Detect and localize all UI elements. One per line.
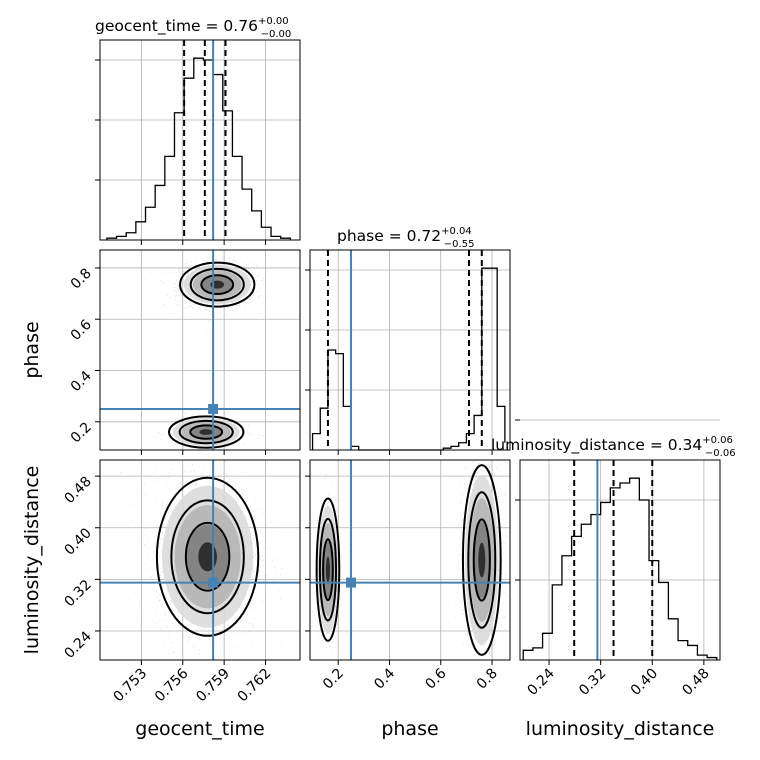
x-tick-label: 0.40 [628,666,661,699]
y-tick-label: 0.32 [61,577,94,610]
truth-marker [208,577,219,588]
contour-line [184,521,231,592]
x-tick-label: 0.6 [423,665,450,692]
truth-marker [346,577,357,588]
contour-line [168,415,245,449]
panel-phase-vs-luminosity-distance [309,459,511,661]
contour-line [179,261,256,308]
panel-content-phase-vs-luminosity-distance [310,460,510,660]
density-level [478,542,486,578]
x-tick-label: 0.759 [193,666,233,706]
xlabel-phase: phase [381,718,438,740]
y-tick-label: 0.2 [68,419,95,446]
y-tick-label: 0.48 [61,474,94,507]
x-tick-label: 0.8 [474,666,501,693]
contour-line [461,464,502,656]
contour-line [467,491,497,629]
y-tick-label: 0.8 [68,265,95,292]
contour-line [322,538,334,602]
panel-hist-phase [309,249,511,451]
panel-hist-geocent-time [99,39,301,241]
density-level [199,429,214,435]
contour-line [472,518,491,602]
x-tick-label: 0.24 [525,665,558,698]
density-level [325,556,331,583]
histogram-phase [311,267,506,451]
contour-line [315,497,341,642]
panel-geocent-time-vs-luminosity-distance [99,459,301,661]
ylabel-luminosity-distance: luminosity_distance [21,466,43,655]
histogram-geocent-time [106,57,291,240]
ylabel-phase: phase [21,321,43,378]
x-tick-label: 0.762 [235,666,275,706]
contour-line [178,419,234,445]
contour-line [155,476,260,637]
title-phase: phase = 0.72+0.04 −0.55 [337,226,474,250]
x-tick-label: 0.2 [320,666,347,693]
y-tick-label: 0.24 [61,628,94,661]
panel-geocent-time-vs-phase [99,249,301,451]
xlabel-geocent-time: geocent_time [135,718,264,740]
xlabel-luminosity-distance: luminosity_distance [526,718,715,740]
contour-line [189,424,224,440]
panel-content-geocent-time-vs-phase [100,250,300,450]
y-tick-label: 0.40 [61,525,94,558]
x-tick-label: 0.756 [152,665,192,705]
truth-marker [208,403,219,414]
contour-line [170,499,245,615]
title-luminosity-distance: luminosity_distance = 0.34+0.06 −0.06 [491,435,736,459]
y-tick-label: 0.6 [68,317,95,344]
y-tick-label: 0.4 [68,368,95,395]
panel-content-geocent-time-vs-luminosity-distance [100,460,300,660]
x-tick-label: 0.753 [111,666,151,706]
panel-hist-luminosity-distance [519,459,721,661]
x-tick-label: 0.48 [679,666,712,699]
contour-line [189,267,245,302]
contour-line [318,517,338,622]
histogram-luminosity-distance [522,477,718,660]
contour-line [200,274,235,296]
title-geocent-time: geocent_time = 0.76+0.00 −0.00 [95,16,291,40]
x-tick-label: 0.4 [371,665,398,692]
x-tick-label: 0.32 [576,666,609,699]
